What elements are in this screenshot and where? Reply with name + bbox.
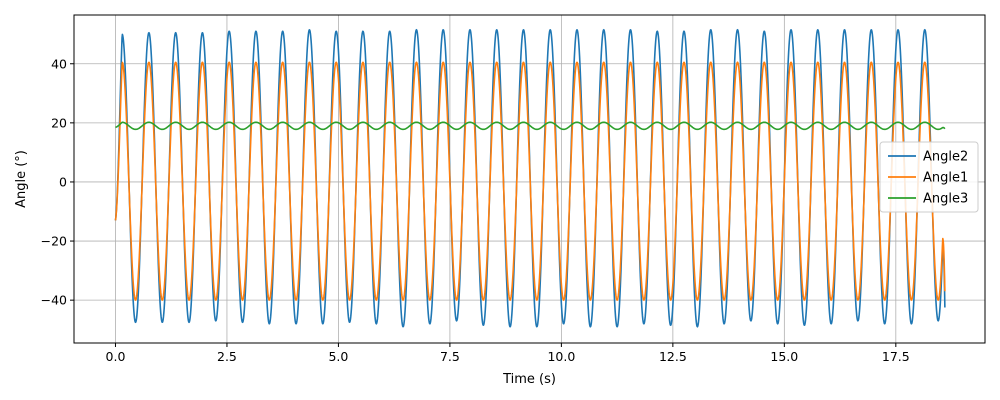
axis-ticks: 0.0 2.5 5.0 7.5 10.0 12.5 15.0 17.5 −40 −20 0 20 40 <box>41 56 910 364</box>
y-axis-label: Angle (°) <box>14 150 29 208</box>
legend-box <box>879 141 979 213</box>
series-lines <box>114 28 946 328</box>
x-tick-label-0: 0.0 <box>106 349 126 364</box>
legend-label-angle2: Angle2 <box>923 150 968 165</box>
y-tick-label-4: 40 <box>51 56 67 71</box>
x-tick-label-1: 2.5 <box>217 349 237 364</box>
legend: Angle2 Angle1 Angle3 <box>879 141 979 213</box>
series-line-angle3 <box>115 121 946 131</box>
y-tick-label-1: −20 <box>41 234 67 249</box>
x-tick-label-5: 12.5 <box>659 349 687 364</box>
y-tick-label-3: 20 <box>51 115 67 130</box>
x-tick-label-4: 10.0 <box>547 349 575 364</box>
x-tick-label-2: 5.0 <box>328 349 348 364</box>
y-tick-label-0: −40 <box>41 293 67 308</box>
x-tick-label-6: 15.0 <box>770 349 798 364</box>
x-axis-label: Time (s) <box>502 372 556 387</box>
legend-label-angle3: Angle3 <box>923 192 968 207</box>
plot-frame <box>73 14 986 344</box>
series-line-angle1 <box>114 61 946 301</box>
x-tick-label-7: 17.5 <box>882 349 910 364</box>
x-tick-label-3: 7.5 <box>440 349 460 364</box>
legend-label-angle1: Angle1 <box>923 171 968 186</box>
y-tick-label-2: 0 <box>59 174 67 189</box>
